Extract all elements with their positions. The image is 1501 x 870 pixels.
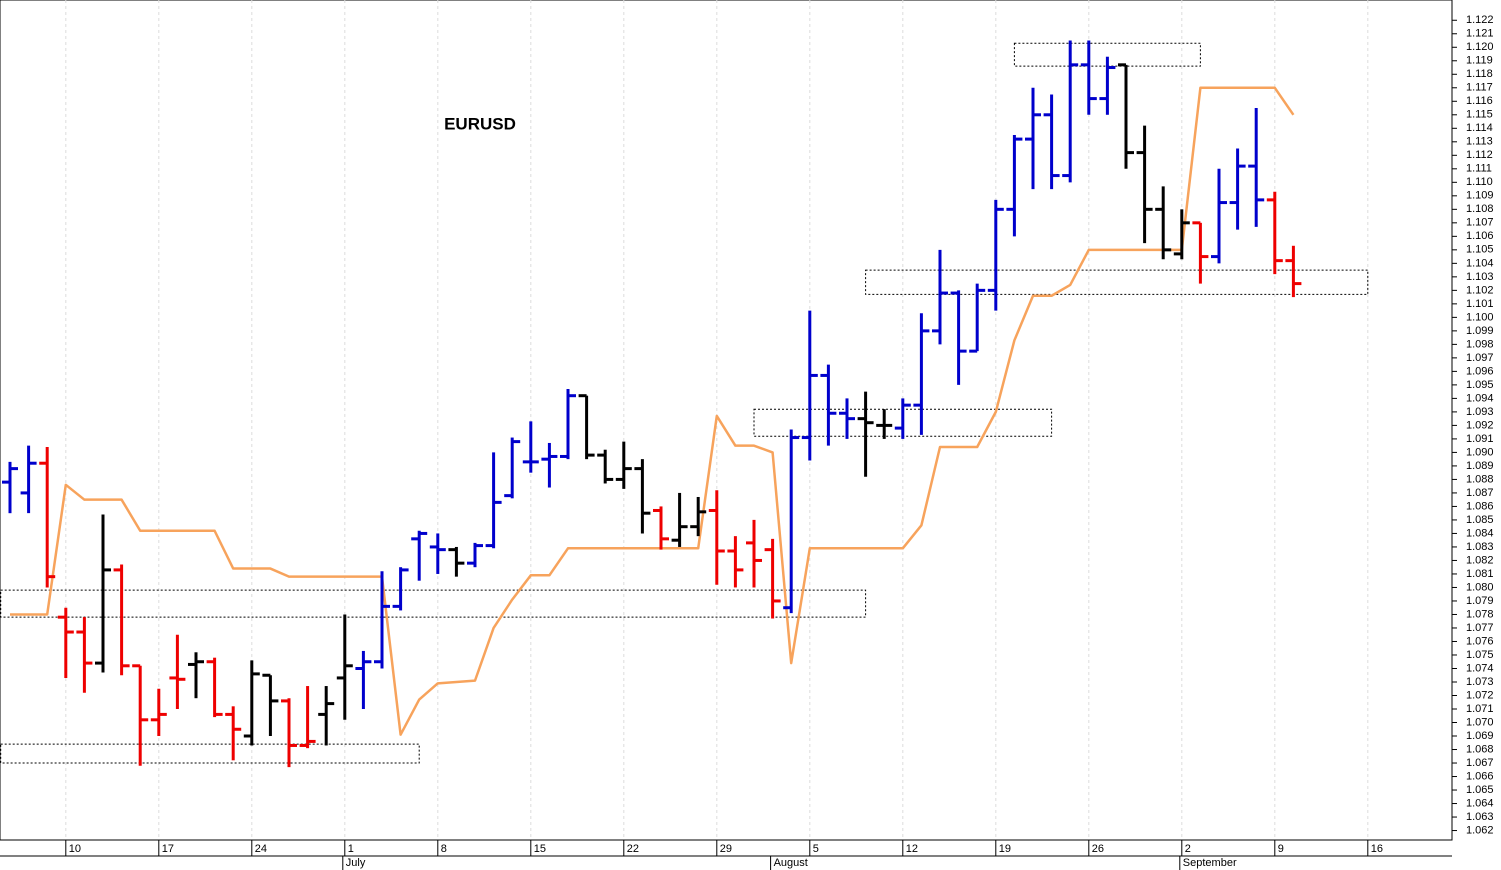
y-tick-label: 1.085 <box>1466 514 1494 526</box>
y-tick-label: 1.113 <box>1466 136 1493 148</box>
y-tick-label: 1.076 <box>1466 635 1494 647</box>
y-tick-label: 1.097 <box>1466 352 1494 364</box>
y-tick-label: 1.064 <box>1466 797 1494 809</box>
y-tick-label: 1.112 <box>1466 149 1493 161</box>
y-tick-label: 1.120 <box>1466 41 1494 53</box>
y-tick-label: 1.073 <box>1466 676 1494 688</box>
y-tick-label: 1.078 <box>1466 608 1494 620</box>
y-tick-label: 1.067 <box>1466 757 1494 769</box>
x-tick-label: 22 <box>627 843 639 855</box>
x-tick-label: 19 <box>999 843 1011 855</box>
y-tick-label: 1.109 <box>1466 190 1494 202</box>
y-tick-label: 1.082 <box>1466 554 1494 566</box>
indicator-line <box>10 86 1295 736</box>
x-tick-label: 17 <box>162 843 174 855</box>
chart-title: EURUSD <box>444 114 516 133</box>
month-label: July <box>346 857 366 869</box>
x-tick-label: 2 <box>1185 843 1191 855</box>
y-tick-label: 1.116 <box>1466 95 1493 107</box>
y-tick-label: 1.088 <box>1466 473 1494 485</box>
y-tick-label: 1.068 <box>1466 743 1494 755</box>
month-label: September <box>1183 857 1237 869</box>
zone <box>0 589 867 618</box>
x-tick-label: 24 <box>255 843 267 855</box>
y-tick-label: 1.118 <box>1466 68 1493 80</box>
y-tick-label: 1.098 <box>1466 338 1494 350</box>
x-tick-label: 16 <box>1371 843 1383 855</box>
y-tick-label: 1.100 <box>1466 311 1494 323</box>
zone <box>865 269 1369 295</box>
x-tick-label: 29 <box>720 843 732 855</box>
y-tick-label: 1.092 <box>1466 419 1494 431</box>
y-tick-label: 1.102 <box>1466 284 1494 296</box>
y-tick-label: 1.094 <box>1466 392 1494 404</box>
y-tick-label: 1.103 <box>1466 271 1494 283</box>
y-tick-label: 1.111 <box>1466 163 1492 175</box>
y-tick-label: 1.108 <box>1466 203 1494 215</box>
y-tick-label: 1.119 <box>1466 55 1493 67</box>
y-tick-label: 1.080 <box>1466 581 1494 593</box>
y-tick-label: 1.069 <box>1466 730 1494 742</box>
y-tick-label: 1.099 <box>1466 325 1494 337</box>
y-tick-label: 1.075 <box>1466 649 1494 661</box>
y-tick-label: 1.071 <box>1466 703 1494 715</box>
y-tick-label: 1.063 <box>1466 811 1494 823</box>
y-tick-label: 1.106 <box>1466 230 1494 242</box>
y-tick-label: 1.079 <box>1466 595 1494 607</box>
y-tick-label: 1.070 <box>1466 716 1494 728</box>
y-tick-label: 1.084 <box>1466 527 1494 539</box>
y-tick-label: 1.066 <box>1466 770 1494 782</box>
y-tick-label: 1.065 <box>1466 784 1494 796</box>
y-tick-label: 1.062 <box>1466 824 1494 836</box>
plot <box>0 0 1369 840</box>
zone <box>0 743 420 764</box>
y-tick-label: 1.087 <box>1466 487 1494 499</box>
y-tick-label: 1.090 <box>1466 446 1494 458</box>
y-tick-label: 1.081 <box>1466 568 1494 580</box>
y-tick-label: 1.114 <box>1466 122 1493 134</box>
y-tick-label: 1.096 <box>1466 365 1494 377</box>
month-label: August <box>774 857 808 869</box>
y-tick-label: 1.105 <box>1466 244 1494 256</box>
y-tick-label: 1.121 <box>1466 28 1494 40</box>
y-tick-label: 1.104 <box>1466 257 1494 269</box>
y-tick-label: 1.072 <box>1466 689 1494 701</box>
x-tick-label: 5 <box>813 843 819 855</box>
y-tick-label: 1.115 <box>1466 109 1493 121</box>
y-tick-label: 1.093 <box>1466 406 1494 418</box>
plot-area <box>0 0 1453 841</box>
y-tick-label: 1.083 <box>1466 541 1494 553</box>
y-tick-label: 1.095 <box>1466 379 1494 391</box>
y-tick-label: 1.101 <box>1466 298 1494 310</box>
y-tick-label: 1.091 <box>1466 433 1494 445</box>
y-tick-label: 1.122 <box>1466 14 1494 26</box>
x-tick-label: 9 <box>1278 843 1284 855</box>
x-tick-label: 15 <box>534 843 546 855</box>
x-tick-label: 8 <box>441 843 447 855</box>
y-tick-label: 1.117 <box>1466 82 1493 94</box>
x-tick-label: 12 <box>906 843 918 855</box>
x-tick-label: 1 <box>348 843 354 855</box>
y-tick-label: 1.086 <box>1466 500 1494 512</box>
y-tick-label: 1.074 <box>1466 662 1494 674</box>
y-tick-label: 1.089 <box>1466 460 1494 472</box>
x-tick-label: 10 <box>69 843 81 855</box>
x-tick-label: 26 <box>1092 843 1104 855</box>
y-tick-label: 1.077 <box>1466 622 1494 634</box>
y-tick-label: 1.110 <box>1466 176 1493 188</box>
y-tick-label: 1.107 <box>1466 217 1494 229</box>
